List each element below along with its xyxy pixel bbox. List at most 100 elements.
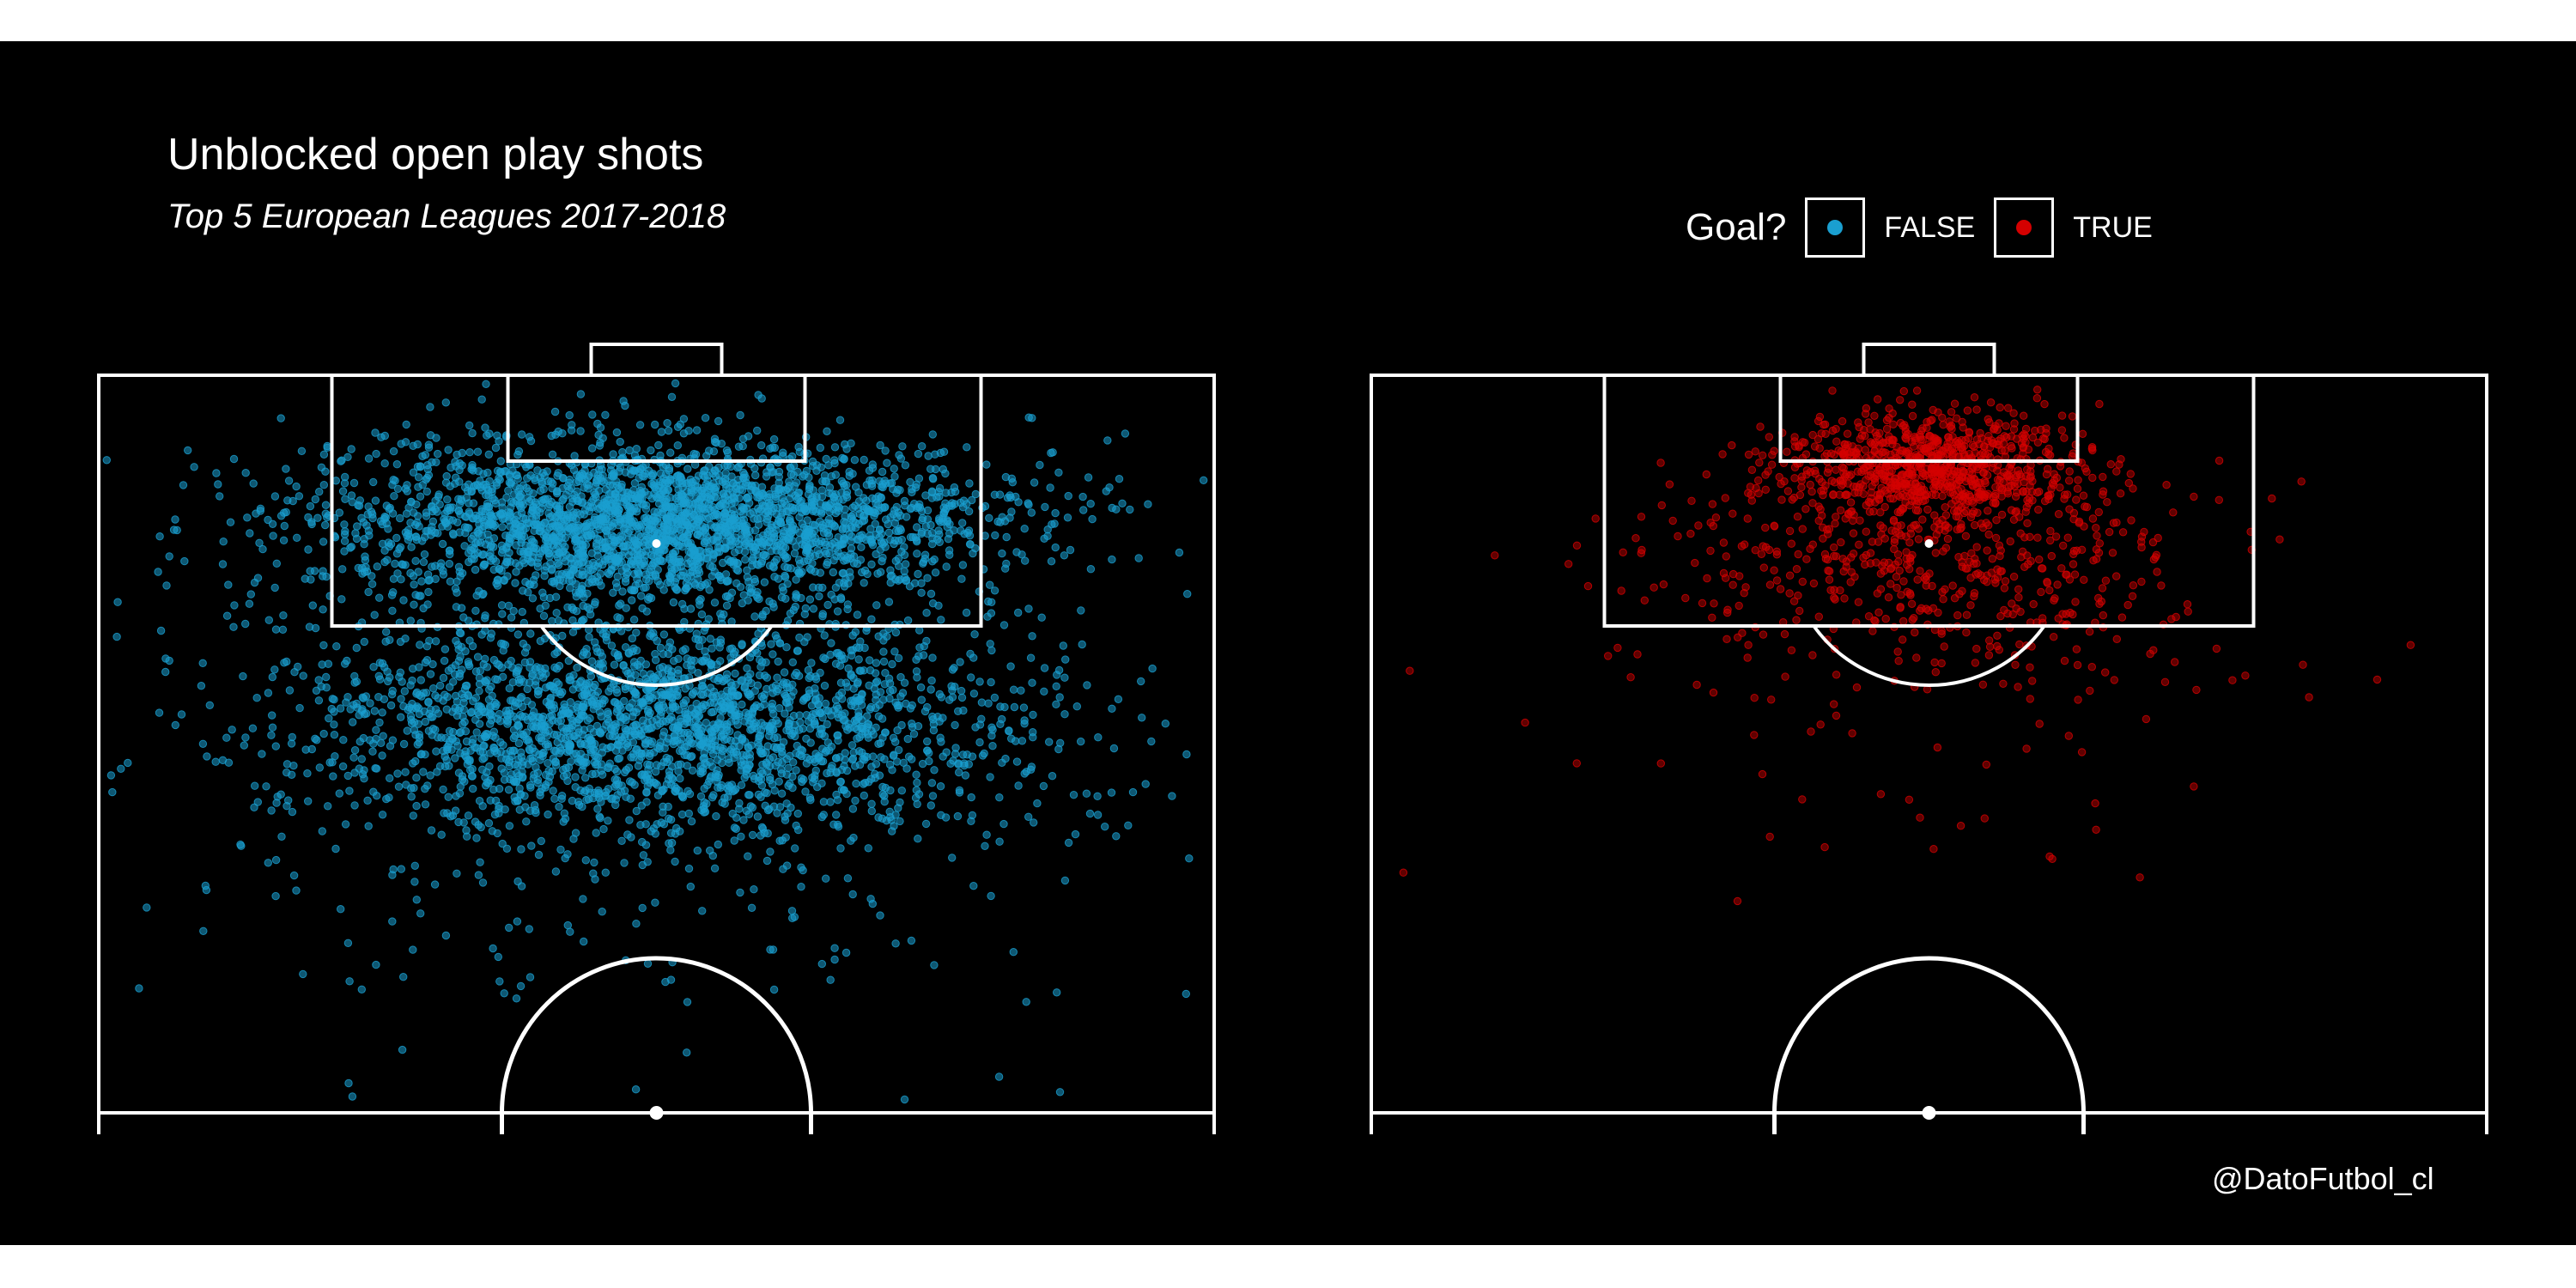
- shot-point: [375, 718, 384, 727]
- shot-point: [726, 653, 735, 662]
- shot-point: [385, 542, 394, 551]
- shot-point: [428, 501, 436, 511]
- shot-point: [683, 465, 692, 473]
- shot-point: [551, 592, 561, 601]
- shot-point: [836, 777, 845, 786]
- shot-point: [646, 749, 654, 758]
- shot-point: [869, 752, 878, 761]
- shot-point: [648, 561, 657, 570]
- shot-point: [609, 588, 617, 597]
- shot-point: [313, 736, 321, 744]
- shot-point: [614, 650, 623, 659]
- shot-point: [866, 705, 874, 714]
- shot-point: [998, 758, 1006, 767]
- shot-point: [338, 487, 348, 495]
- shot-point: [590, 758, 599, 767]
- shot-point: [472, 728, 481, 737]
- shot-point: [278, 625, 288, 634]
- shot-point: [897, 535, 907, 544]
- shot-point: [958, 561, 968, 569]
- shot-point: [689, 504, 697, 513]
- shot-point: [521, 514, 530, 524]
- shot-point: [654, 499, 664, 508]
- shot-point: [607, 542, 616, 551]
- shot-point: [853, 611, 862, 619]
- shot-point: [532, 514, 541, 523]
- shot-point: [485, 762, 494, 771]
- shot-point: [723, 448, 732, 457]
- shot-point: [786, 502, 795, 512]
- shot-point: [1054, 744, 1063, 754]
- shot-point: [810, 720, 819, 729]
- shot-point: [696, 690, 706, 699]
- shot-point: [434, 529, 442, 538]
- shot-point: [604, 763, 612, 773]
- shot-point: [951, 720, 959, 730]
- shot-point: [802, 759, 811, 768]
- shot-point: [872, 760, 881, 769]
- shot-point: [738, 735, 746, 744]
- shot-point: [852, 779, 860, 788]
- shot-point: [635, 421, 645, 429]
- shot-point: [532, 571, 540, 580]
- shot-point: [530, 801, 539, 810]
- shot-point: [848, 470, 857, 478]
- shot-point: [1040, 664, 1049, 672]
- shot-point: [717, 690, 726, 699]
- shot-point: [523, 474, 532, 483]
- shot-point: [483, 468, 492, 477]
- shot-point: [745, 754, 754, 762]
- shot-point: [1055, 693, 1064, 702]
- shot-point: [672, 690, 681, 700]
- shot-point: [171, 720, 180, 730]
- shot-point: [525, 580, 533, 589]
- shot-point: [847, 671, 855, 680]
- shot-point: [511, 579, 519, 587]
- shot-point: [871, 519, 879, 528]
- shot-point: [420, 550, 429, 559]
- shot-point: [967, 673, 975, 682]
- shot-point: [714, 532, 722, 541]
- shot-point: [958, 750, 968, 759]
- shot-point: [826, 499, 835, 507]
- shot-point: [831, 508, 840, 518]
- shot-point: [590, 530, 598, 538]
- shot-point: [975, 738, 984, 747]
- shot-point: [647, 629, 655, 638]
- shot-point: [894, 508, 903, 517]
- shot-point: [777, 499, 786, 507]
- shot-point: [891, 575, 900, 584]
- shot-point: [1002, 532, 1011, 542]
- shot-point: [868, 464, 878, 472]
- shot-point: [931, 450, 939, 459]
- shot-point: [629, 647, 637, 656]
- shot-point: [536, 549, 544, 558]
- shot-point: [345, 787, 354, 795]
- shot-point: [506, 746, 515, 756]
- shot-point: [588, 410, 597, 419]
- shot-point: [664, 802, 672, 811]
- shot-point: [1054, 468, 1063, 477]
- shot-point: [1019, 703, 1029, 712]
- shot-point: [875, 701, 884, 709]
- shot-point: [484, 536, 494, 544]
- shot-point: [912, 770, 920, 779]
- shot-point: [538, 668, 547, 677]
- shot-point: [605, 495, 613, 505]
- shot-point: [965, 479, 974, 488]
- shot-point: [485, 429, 494, 438]
- shot-point: [677, 810, 687, 819]
- shot-point: [830, 443, 840, 452]
- shot-point: [665, 512, 674, 521]
- shot-point: [593, 551, 602, 560]
- shot-point: [580, 593, 588, 602]
- shot-point: [754, 391, 762, 399]
- shot-point: [550, 794, 559, 803]
- shot-point: [620, 859, 629, 867]
- shot-point: [1103, 436, 1112, 445]
- shot-point: [757, 556, 767, 566]
- shot-point: [471, 606, 480, 615]
- shot-point: [465, 557, 473, 567]
- shot-point: [1114, 695, 1123, 703]
- shot-point: [698, 522, 707, 531]
